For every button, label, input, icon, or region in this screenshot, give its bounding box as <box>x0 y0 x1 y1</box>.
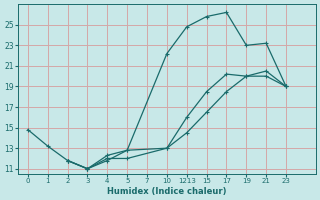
X-axis label: Humidex (Indice chaleur): Humidex (Indice chaleur) <box>107 187 227 196</box>
